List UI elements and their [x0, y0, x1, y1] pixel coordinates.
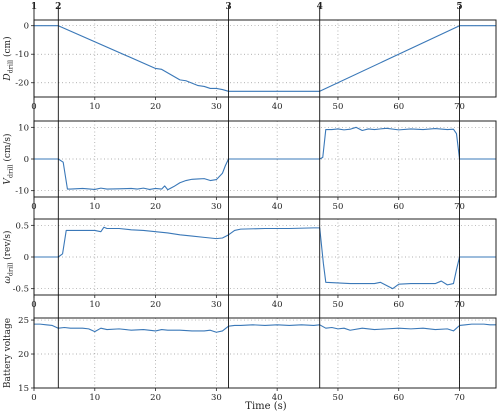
- x-tick-label: 20: [150, 393, 161, 403]
- event-marker-label: 1: [31, 2, 37, 12]
- x-axis-label: Time (s): [245, 401, 286, 412]
- y-tick-label: 20: [18, 350, 29, 360]
- x-tick-label: 20: [150, 300, 161, 310]
- y-tick-label: 0.5: [15, 221, 29, 231]
- x-tick-label: 30: [211, 102, 222, 112]
- x-tick-label: 50: [333, 202, 344, 212]
- y-axis-label: Vdrill (cm/s): [2, 133, 15, 184]
- x-tick-label: 60: [393, 202, 404, 212]
- y-tick-label: 0: [24, 155, 29, 165]
- x-tick-label: 40: [272, 102, 283, 112]
- x-tick-label: 50: [333, 300, 344, 310]
- y-tick-label: -0.5: [13, 285, 29, 295]
- x-tick-label: 20: [150, 102, 161, 112]
- series-line: [34, 323, 496, 333]
- x-tick-label: 30: [211, 300, 222, 310]
- y-axis-label: ωdrill (rev/s): [2, 230, 15, 283]
- x-tick-label: 10: [89, 202, 100, 212]
- series-line: [34, 126, 496, 191]
- x-tick-label: 30: [211, 202, 222, 212]
- event-marker-label: 3: [225, 2, 231, 12]
- event-marker-label: 4: [317, 2, 323, 12]
- y-tick-label: 0: [24, 253, 29, 263]
- event-marker-label: 5: [456, 2, 462, 12]
- x-tick-label: 30: [211, 393, 222, 403]
- x-tick-label: 50: [333, 102, 344, 112]
- x-tick-label: 50: [333, 393, 344, 403]
- x-tick-label: 60: [393, 102, 404, 112]
- event-marker-label: 2: [55, 2, 61, 12]
- y-tick-label: -20: [15, 79, 29, 89]
- x-tick-label: 20: [150, 202, 161, 212]
- x-tick-label: 60: [393, 300, 404, 310]
- y-axis-label: Ddrill (cm): [2, 36, 15, 81]
- series-line: [34, 226, 496, 290]
- series-line: [34, 25, 496, 92]
- x-tick-label: 10: [89, 300, 100, 310]
- x-tick-label: 70: [454, 393, 465, 403]
- y-tick-label: 15: [18, 384, 29, 394]
- y-tick-label: 25: [18, 316, 29, 326]
- y-tick-label: 10: [18, 123, 29, 133]
- x-tick-label: 10: [89, 393, 100, 403]
- x-tick-label: 10: [89, 102, 100, 112]
- x-tick-label: 60: [393, 393, 404, 403]
- x-tick-label: 40: [272, 300, 283, 310]
- x-tick-label: 40: [272, 393, 283, 403]
- x-tick-label: 0: [31, 393, 36, 403]
- y-tick-label: -10: [15, 50, 29, 60]
- y-tick-label: -10: [15, 187, 29, 197]
- y-axis-label: Battery voltage: [3, 318, 13, 388]
- axes-frame: [33, 19, 497, 98]
- y-tick-label: 0: [24, 22, 29, 32]
- x-tick-label: 40: [272, 202, 283, 212]
